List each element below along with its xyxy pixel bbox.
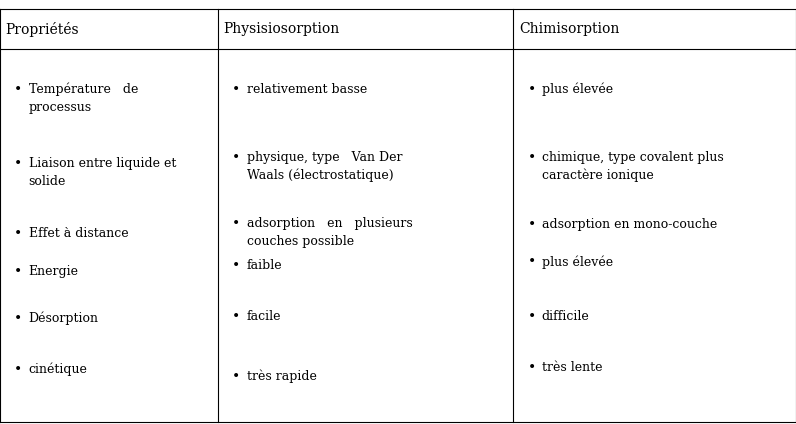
Text: Energie: Energie [29,265,79,278]
Text: •: • [232,151,240,165]
Text: •: • [14,265,22,279]
Text: •: • [14,312,22,326]
Text: •: • [528,83,536,97]
Text: Température   de
processus: Température de processus [29,83,138,114]
Text: •: • [528,151,536,165]
Text: facile: facile [247,310,281,324]
Text: chimique, type covalent plus
caractère ionique: chimique, type covalent plus caractère i… [542,151,724,182]
Text: •: • [232,370,240,384]
Text: Liaison entre liquide et
solide: Liaison entre liquide et solide [29,157,176,188]
Text: très lente: très lente [542,361,603,374]
Text: adsorption   en   plusieurs
couches possible: adsorption en plusieurs couches possible [247,217,412,248]
Text: •: • [232,83,240,97]
Text: Physisiosorption: Physisiosorption [224,22,340,36]
Text: •: • [232,259,240,273]
Text: •: • [14,227,22,241]
Text: Effet à distance: Effet à distance [29,227,128,240]
Text: •: • [14,157,22,171]
Text: •: • [528,310,536,324]
Text: très rapide: très rapide [247,370,317,383]
Text: •: • [232,310,240,324]
Text: •: • [14,83,22,97]
Text: •: • [528,255,536,269]
Text: relativement basse: relativement basse [247,83,367,96]
Text: •: • [528,361,536,375]
Text: •: • [14,363,22,377]
Text: Chimisorption: Chimisorption [519,22,619,36]
Text: •: • [528,218,536,232]
Text: adsorption en mono-couche: adsorption en mono-couche [542,218,717,232]
Text: plus élevée: plus élevée [542,255,613,269]
Text: Désorption: Désorption [29,312,99,325]
Text: difficile: difficile [542,310,590,324]
Text: •: • [232,217,240,231]
Text: faible: faible [247,259,283,272]
Text: physique, type   Van Der
Waals (électrostatique): physique, type Van Der Waals (électrosta… [247,151,402,182]
Text: plus élevée: plus élevée [542,83,613,96]
Text: cinétique: cinétique [29,363,88,376]
Text: Propriétés: Propriétés [6,22,79,36]
